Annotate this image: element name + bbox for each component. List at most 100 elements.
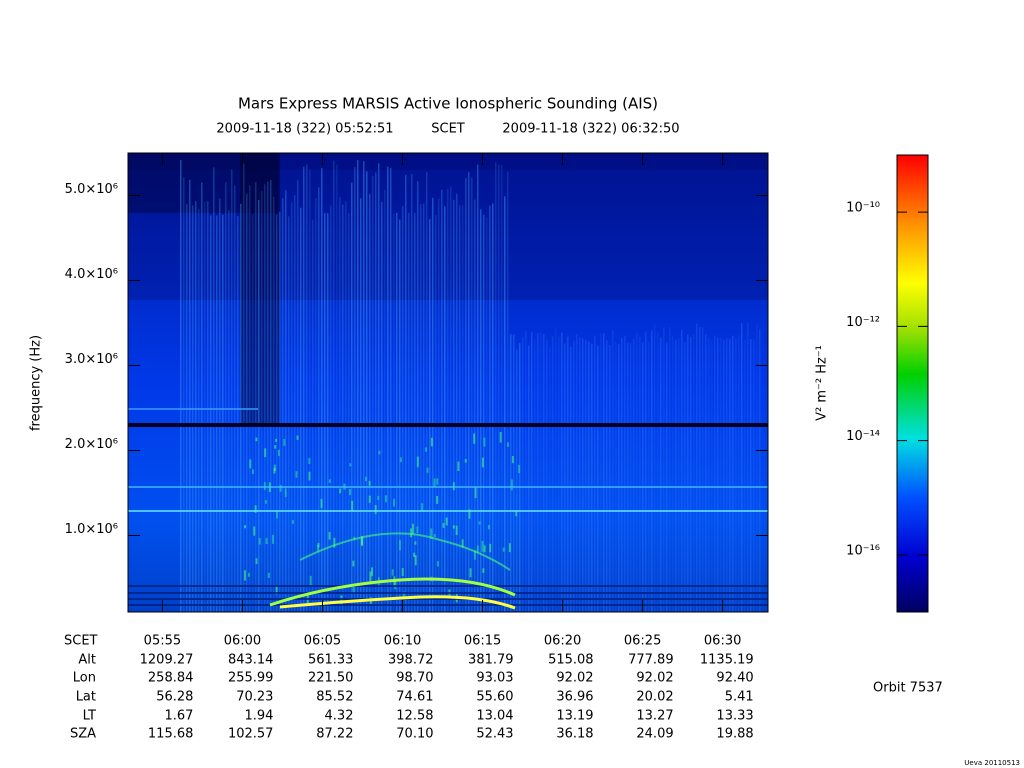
spectrogram-stripe [567,336,569,612]
spectrogram-stripe [198,209,200,612]
spectrogram-speck [518,464,521,474]
spectrogram-speck [328,532,331,540]
spectrogram-stripe [609,345,611,612]
spectrogram-stripe [564,343,566,612]
ephemeris-value: 36.18 [556,727,593,742]
spectrogram-speck [272,534,275,544]
spectrogram-stripe [378,163,380,612]
spectrogram-speck [378,450,381,455]
y-tick-label: 1.0×10⁶ [65,522,118,537]
spectrogram-stripe [195,201,197,612]
spectrogram-stripe [390,167,392,612]
ephemeris-value: 515.08 [548,653,594,668]
credit: Ueva 20110513 [964,759,1020,767]
ephemeris-value: 13.04 [476,709,513,724]
spectrogram-stripe [474,199,476,612]
spectrogram-stripe [453,199,455,612]
ephemeris-value: 398.72 [388,653,434,668]
spectrogram-speck [401,568,404,577]
spectrogram-stripe [726,337,728,612]
spectrogram-stripe [549,348,551,612]
spectrogram-stripe [408,212,410,612]
spectrogram-speck [279,484,282,492]
orbit: Orbit 7537 [873,681,943,696]
spectrogram-stripe [723,339,725,612]
spectrogram-stripe [348,212,350,612]
spectrogram-stripe [186,203,188,612]
spectrogram-stripe [546,339,548,612]
spectrogram-stripe [699,326,701,612]
spectrogram-speck [425,447,428,452]
spectrogram-stripe [708,338,710,612]
spectrogram-speck [473,433,476,444]
spectrogram-speck [333,537,336,548]
spectrogram-stripe [384,189,386,612]
ephemeris-value: 24.09 [636,727,673,742]
spectrogram-stripe [516,349,518,612]
spectrogram-stripe [201,182,203,612]
spectrogram-speck [436,495,439,504]
spectrogram-stripe [654,324,656,612]
spectrogram-stripe [372,175,374,612]
ephemeris-value: 98.70 [396,671,433,686]
spectrogram-speck [508,543,511,553]
spectrogram-stripe [441,189,443,612]
spectrogram-band [128,592,768,594]
spectrogram-speck [308,458,311,465]
ephemeris-label: SZA [70,727,96,742]
spectrogram-stripe [234,185,236,612]
spectrogram-speck [384,495,387,503]
ephemeris-value: 20.02 [636,690,673,705]
x-tick-label: 06:05 [304,634,341,649]
ephemeris-label: Lon [73,671,96,686]
spectrogram-stripe [345,201,347,612]
spectrogram-speck [455,525,458,536]
colorbar-label: V² m⁻² Hz⁻¹ [815,345,830,421]
spectrogram-stripe [183,177,185,612]
spectrogram-stripe [489,205,491,612]
spectrogram-stripe [402,205,404,612]
y-tick-label: 3.0×10⁶ [65,352,118,367]
spectrogram-speck [473,550,476,560]
spectrogram-stripe [498,164,500,612]
spectrogram-speck [433,478,436,488]
ephemeris-value: 221.50 [308,671,354,686]
spectrogram-speck [274,445,277,449]
spectrogram-stripe [492,203,494,612]
spectrogram-speck [510,479,513,491]
spectrogram-stripe [735,338,737,612]
ephemeris-value: 1209.27 [140,653,194,668]
spectrogram-stripe [711,340,713,612]
spectrogram-speck [457,461,460,472]
spectrogram-stripe [594,335,596,612]
spectrogram-stripe [684,342,686,612]
spectrogram-stripe [705,334,707,612]
spectrogram-stripe [552,336,554,612]
spectrogram-stripe [219,198,221,612]
ephemeris-value: 56.28 [156,690,193,705]
spectrogram-stripe [630,342,632,612]
spectrogram-stripe [393,213,395,612]
spectrogram-stripe [249,185,251,612]
y-tick-label: 5.0×10⁶ [65,182,118,197]
spectrogram-stripe [456,193,458,612]
ephemeris-label: Lat [76,690,96,705]
ephemeris-value: 115.68 [148,727,194,742]
spectrogram-speck [255,558,258,565]
spectrogram-speck [399,457,402,463]
spectrogram-stripe [537,333,539,612]
spectrogram-speck [339,488,342,494]
plot-frame [127,152,769,613]
spectrogram-stripe [381,202,383,612]
spectrogram-stripe [612,330,614,612]
spectrogram-speck [515,511,518,517]
spectrogram-stripe [582,338,584,612]
spectrogram-stripe [642,342,644,612]
spectrogram-stripe [528,345,530,612]
spectrogram-speck [277,449,280,457]
spectrogram-stripe [588,341,590,612]
spectrogram-stripe [513,334,515,612]
spectrogram-stripe [747,322,749,612]
spectrogram-stripe [246,193,248,612]
spectrogram-stripe [759,329,761,612]
